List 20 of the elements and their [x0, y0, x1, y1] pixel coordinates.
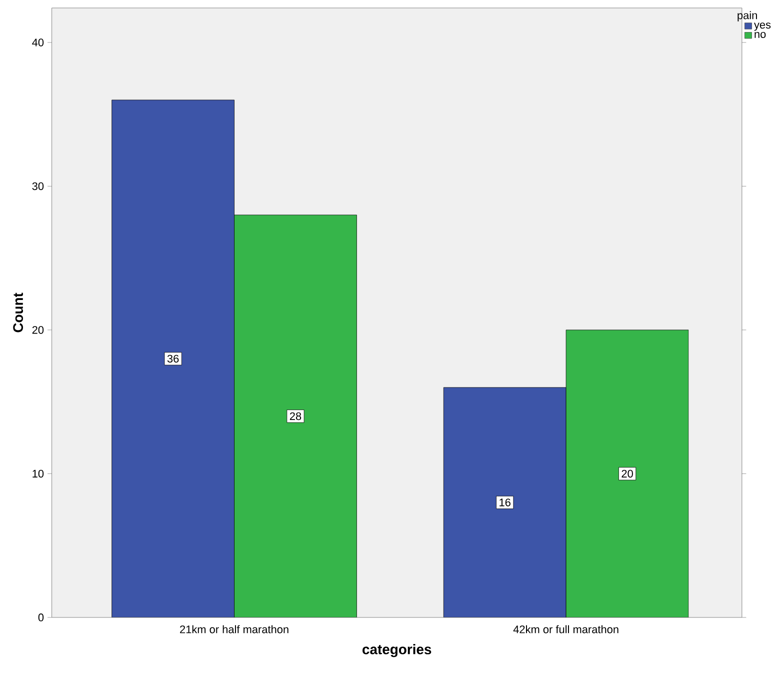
y-tick-label: 30	[32, 182, 44, 190]
data-label: 20	[622, 470, 633, 478]
bar	[112, 100, 234, 618]
y-tick-label: 20	[32, 326, 44, 334]
legend-label: yes	[754, 22, 771, 31]
x-tick-label: 21km or half marathon	[180, 625, 288, 634]
data-label: 16	[500, 498, 510, 506]
y-tick-label: 40	[32, 38, 44, 46]
legend-label: no	[754, 32, 766, 38]
y-tick-label: 10	[32, 470, 44, 478]
data-label: 28	[290, 412, 302, 420]
bar	[443, 387, 566, 618]
x-axis-title: categories	[362, 644, 432, 658]
y-axis-title: Count	[13, 292, 24, 332]
legend-title: pain	[738, 11, 757, 22]
data-label: 36	[167, 354, 179, 363]
bar	[234, 214, 357, 618]
x-tick-label: 42km or full marathon	[513, 625, 618, 634]
bar	[566, 330, 689, 618]
y-tick-label: 0	[38, 614, 44, 622]
